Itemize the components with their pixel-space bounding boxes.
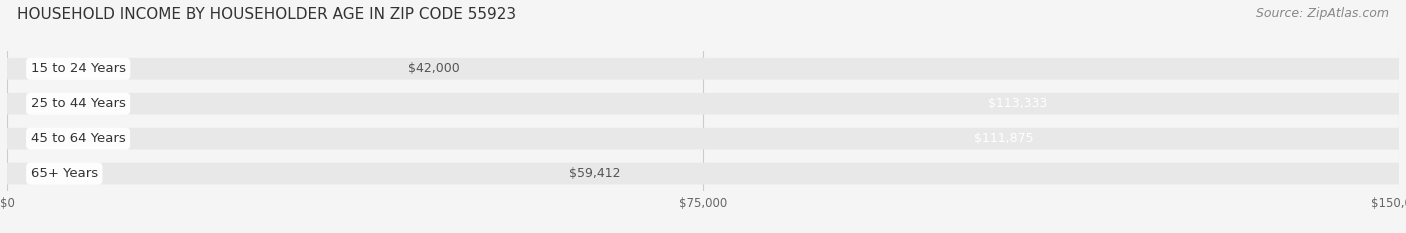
FancyBboxPatch shape — [7, 128, 1399, 150]
FancyBboxPatch shape — [7, 163, 1399, 185]
FancyBboxPatch shape — [7, 58, 1399, 80]
Text: 45 to 64 Years: 45 to 64 Years — [31, 132, 125, 145]
Text: 65+ Years: 65+ Years — [31, 167, 98, 180]
Text: $113,333: $113,333 — [988, 97, 1047, 110]
Text: $42,000: $42,000 — [408, 62, 460, 75]
Text: Source: ZipAtlas.com: Source: ZipAtlas.com — [1256, 7, 1389, 20]
Text: $59,412: $59,412 — [569, 167, 621, 180]
Text: 15 to 24 Years: 15 to 24 Years — [31, 62, 125, 75]
Text: HOUSEHOLD INCOME BY HOUSEHOLDER AGE IN ZIP CODE 55923: HOUSEHOLD INCOME BY HOUSEHOLDER AGE IN Z… — [17, 7, 516, 22]
Text: 25 to 44 Years: 25 to 44 Years — [31, 97, 125, 110]
Text: $111,875: $111,875 — [974, 132, 1033, 145]
FancyBboxPatch shape — [7, 93, 1399, 115]
